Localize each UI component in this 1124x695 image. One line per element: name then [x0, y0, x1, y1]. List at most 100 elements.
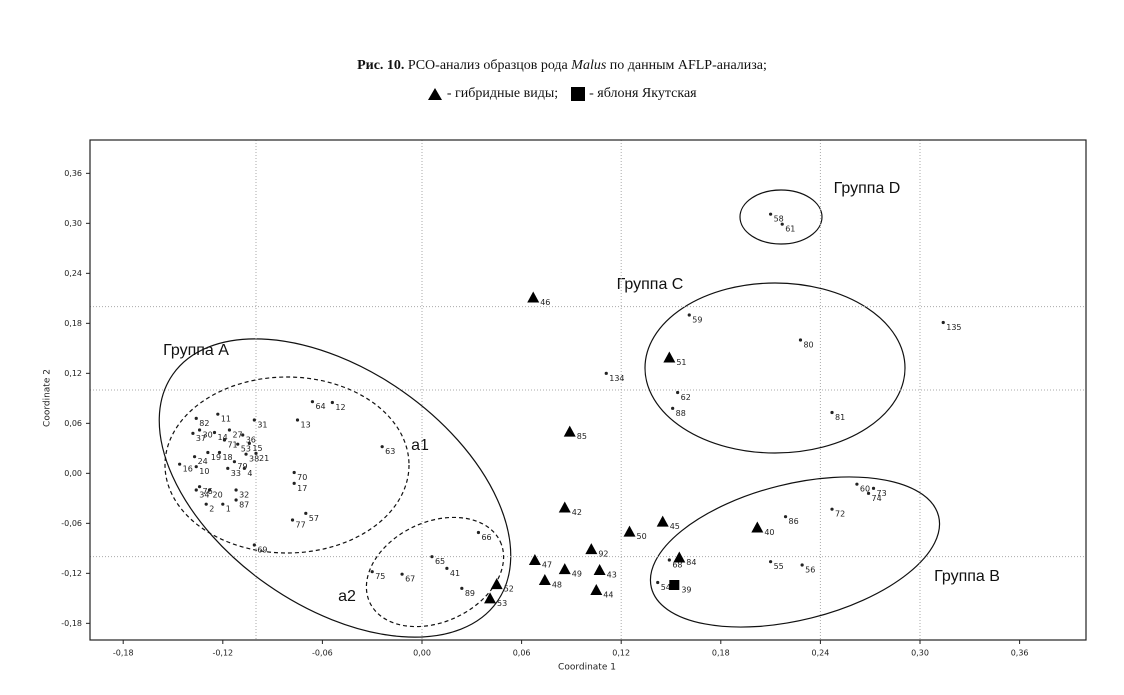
- point: [212, 430, 217, 435]
- legend: - гибридные виды; - яблоня Якутская: [0, 86, 1124, 102]
- group-label: Группа B: [934, 568, 1000, 585]
- y-tick-label: 0,36: [64, 169, 82, 178]
- triangle-point: [484, 592, 497, 604]
- y-tick-label: 0,06: [64, 419, 82, 428]
- point-label: 86: [789, 517, 799, 526]
- point-label: 92: [598, 550, 608, 559]
- point: [667, 558, 671, 562]
- point: [460, 586, 464, 590]
- point: [194, 488, 198, 492]
- point: [855, 482, 859, 486]
- point-label: 64: [315, 402, 325, 411]
- point-label: 2: [209, 505, 214, 514]
- point-label: 67: [405, 575, 415, 584]
- point-label: 53: [241, 445, 251, 454]
- title-bold: Рис. 10.: [357, 58, 405, 73]
- point-label: 135: [946, 323, 961, 332]
- point-label: 32: [239, 491, 249, 500]
- triangle-point: [656, 515, 669, 527]
- group-b-ellipse: [649, 476, 941, 628]
- point: [656, 580, 660, 585]
- point-label: 79: [237, 462, 247, 471]
- point-label: 19: [211, 453, 221, 462]
- point-label: 87: [239, 501, 249, 510]
- point: [234, 488, 238, 492]
- triangle-point: [490, 578, 503, 590]
- point-label: 63: [385, 447, 395, 456]
- point-label: 53: [497, 599, 507, 608]
- point-label: 43: [607, 571, 617, 580]
- point: [798, 338, 803, 342]
- point: [370, 570, 374, 574]
- point: [222, 438, 227, 442]
- point-label: 24: [198, 457, 208, 466]
- point: [247, 441, 251, 445]
- point-label: 20: [213, 491, 223, 500]
- point-label: 82: [199, 419, 209, 428]
- point-label: 74: [872, 494, 882, 503]
- point-label: 16: [183, 465, 193, 474]
- point-label: 55: [774, 562, 784, 571]
- point-label: 48: [552, 581, 562, 590]
- point-label: 31: [257, 421, 267, 430]
- point: [476, 530, 481, 535]
- point-label: 62: [681, 393, 691, 402]
- point-label: 65: [435, 557, 445, 566]
- triangle-point: [527, 291, 540, 303]
- point: [769, 212, 773, 216]
- point: [330, 400, 334, 405]
- y-axis-label: Coordinate 2: [43, 369, 53, 427]
- point: [780, 222, 784, 226]
- point-label: 58: [774, 215, 784, 224]
- point: [221, 502, 225, 506]
- point-label: 75: [375, 572, 385, 581]
- x-tick-label: 0,12: [612, 649, 630, 658]
- point-label: 73: [877, 489, 887, 498]
- point: [191, 431, 195, 435]
- x-tick-label: 0,24: [811, 649, 829, 658]
- point: [430, 555, 434, 559]
- point: [292, 470, 296, 475]
- point-label: 45: [670, 522, 680, 531]
- title-italic: Malus: [571, 58, 607, 73]
- group-label: Группа D: [834, 180, 901, 197]
- point-label: 77: [296, 521, 306, 530]
- square-point: [669, 580, 680, 590]
- point: [194, 416, 198, 420]
- point-label: 89: [465, 589, 475, 598]
- legend-square: [570, 86, 585, 101]
- point-label: 37: [196, 434, 206, 443]
- point-label: 4: [247, 469, 252, 478]
- point: [207, 488, 212, 492]
- y-tick-label: -0,18: [61, 619, 82, 628]
- point: [216, 412, 220, 416]
- point-label: 13: [301, 421, 311, 430]
- point-label: 61: [785, 225, 795, 234]
- point-label: 21: [259, 454, 269, 463]
- point-label: 36: [246, 436, 256, 445]
- point-label: 1: [226, 505, 231, 514]
- triangle-point: [663, 351, 676, 363]
- point: [871, 486, 876, 490]
- point-label: 51: [676, 358, 686, 367]
- point-label: 38: [249, 455, 259, 464]
- point-label: 56: [805, 566, 815, 575]
- point-label: 18: [222, 453, 232, 462]
- point-label: 50: [637, 532, 647, 541]
- point: [290, 518, 295, 522]
- point: [830, 507, 834, 511]
- point-label: 49: [572, 570, 582, 579]
- point-label: 34: [199, 491, 209, 500]
- y-tick-label: 0,12: [64, 369, 82, 378]
- point-label: 60: [860, 485, 870, 494]
- point: [687, 313, 691, 317]
- point-label: 17: [297, 484, 307, 493]
- x-tick-label: 0,00: [413, 649, 431, 658]
- point: [866, 491, 871, 495]
- point: [252, 543, 256, 547]
- point: [304, 511, 308, 515]
- point: [241, 433, 245, 437]
- point-label: 70: [297, 473, 307, 482]
- point-label: 76: [203, 487, 213, 496]
